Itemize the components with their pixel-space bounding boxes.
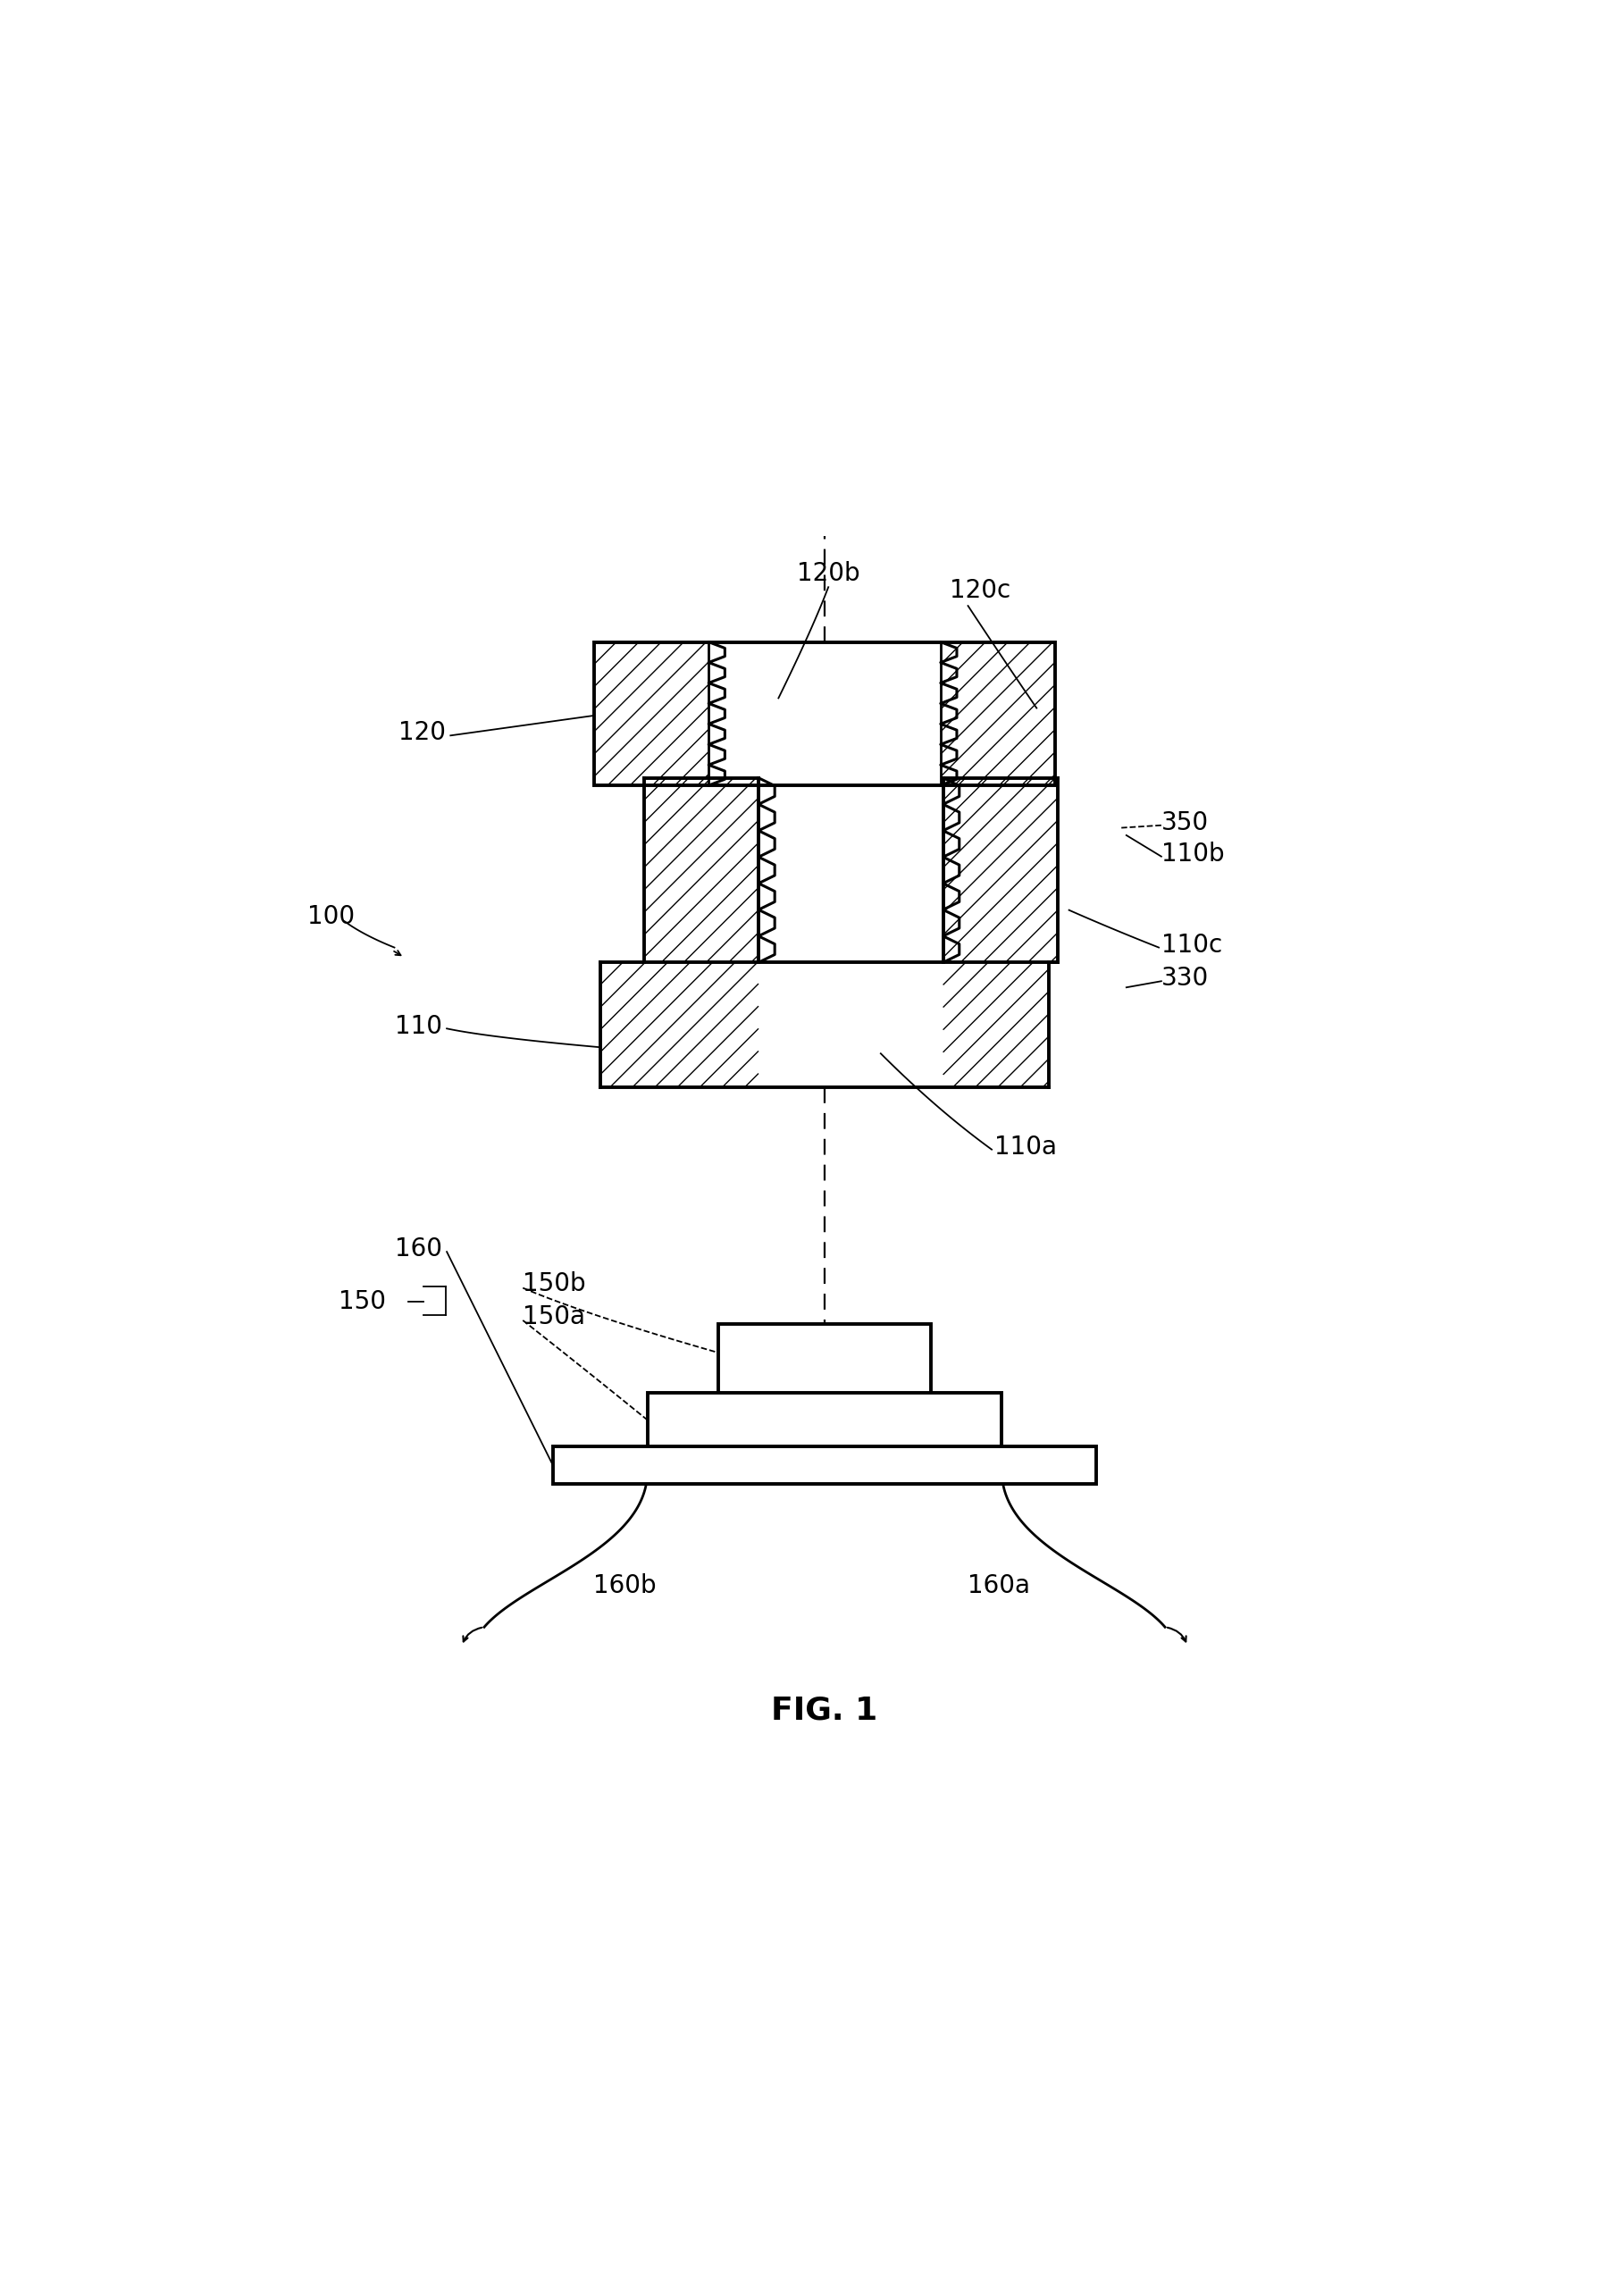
Text: 120b: 120b (796, 560, 859, 585)
Text: 110c: 110c (1162, 932, 1223, 957)
Bar (553, 1446, 1096, 1483)
Text: 150a: 150a (523, 1304, 586, 1329)
Text: 110b: 110b (1162, 840, 1224, 866)
Text: 150: 150 (338, 1288, 386, 1313)
Bar (644, 778, 758, 962)
Bar (594, 643, 1056, 785)
Text: 330: 330 (1162, 967, 1208, 992)
Text: 350: 350 (1162, 810, 1208, 836)
Text: 120: 120 (397, 721, 446, 746)
Bar (647, 1394, 1002, 1449)
Bar (600, 962, 1049, 1088)
Text: FIG. 1: FIG. 1 (771, 1694, 879, 1727)
Text: 120c: 120c (949, 579, 1010, 604)
Text: 110: 110 (394, 1013, 442, 1038)
Bar (594, 643, 1056, 785)
Text: 160: 160 (394, 1238, 442, 1263)
Text: 110a: 110a (994, 1134, 1057, 1159)
Text: 150b: 150b (523, 1272, 586, 1297)
Bar (719, 1325, 930, 1396)
Text: 160b: 160b (594, 1573, 656, 1598)
Text: 100: 100 (307, 905, 354, 930)
Bar (943, 778, 1057, 962)
Text: 160a: 160a (969, 1573, 1030, 1598)
